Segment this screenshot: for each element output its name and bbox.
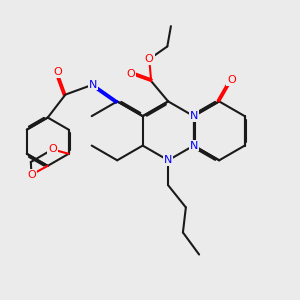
Text: O: O (48, 144, 57, 154)
Text: O: O (53, 68, 62, 77)
Text: N: N (190, 141, 198, 151)
Text: N: N (190, 111, 198, 121)
Text: N: N (190, 111, 198, 121)
Text: N: N (89, 80, 97, 89)
Text: O: O (27, 170, 36, 180)
Text: O: O (126, 69, 135, 79)
Text: N: N (164, 155, 172, 165)
Text: O: O (145, 54, 154, 64)
Text: O: O (227, 75, 236, 85)
